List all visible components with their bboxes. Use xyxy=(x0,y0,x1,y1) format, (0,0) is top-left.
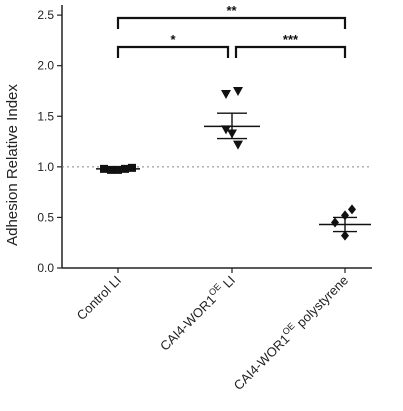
significance-brackets: * ***** xyxy=(116,3,347,58)
significance-bracket xyxy=(234,45,347,58)
category-label-part: CAI4-WOR1 xyxy=(231,331,293,393)
y-tick-label: 1.0 xyxy=(37,160,54,174)
y-axis-title: Adhesion Relative Index xyxy=(4,84,21,246)
axes: 0.0 0.5 1.0 1.5 2.0 2.5 xyxy=(37,5,372,275)
y-tick-label: 1.5 xyxy=(37,109,54,123)
significance-label: *** xyxy=(283,32,299,47)
y-tick-label: 0.5 xyxy=(37,210,54,224)
category-label-part: polystyrene xyxy=(291,273,351,333)
error-bars xyxy=(96,112,371,233)
category-label: CAI4-WOR1OE polystyrene xyxy=(229,271,351,393)
category-label: Control LI xyxy=(74,273,124,323)
data-points xyxy=(100,86,356,241)
y-tick-label: 2.0 xyxy=(37,59,54,73)
data-point-diamond xyxy=(331,217,339,228)
significance-bracket xyxy=(116,16,347,29)
y-tick-label: 0.0 xyxy=(37,261,54,275)
significance-label: ** xyxy=(226,3,237,18)
category-label-part: Control LI xyxy=(74,273,124,323)
data-point-triangle xyxy=(221,90,231,100)
category-label: CAI4-WOR1OE LI xyxy=(156,271,239,354)
y-tick-label: 2.5 xyxy=(37,8,54,22)
data-point-triangle xyxy=(233,86,243,96)
significance-label: * xyxy=(170,32,176,47)
data-point-diamond xyxy=(348,204,356,215)
data-point-triangle xyxy=(233,140,243,150)
data-point-square xyxy=(128,163,136,172)
data-point-diamond xyxy=(341,230,349,241)
data-point-triangle xyxy=(221,125,231,135)
category-label-part: CAI4-WOR1 xyxy=(157,292,219,354)
significance-bracket xyxy=(116,45,230,58)
